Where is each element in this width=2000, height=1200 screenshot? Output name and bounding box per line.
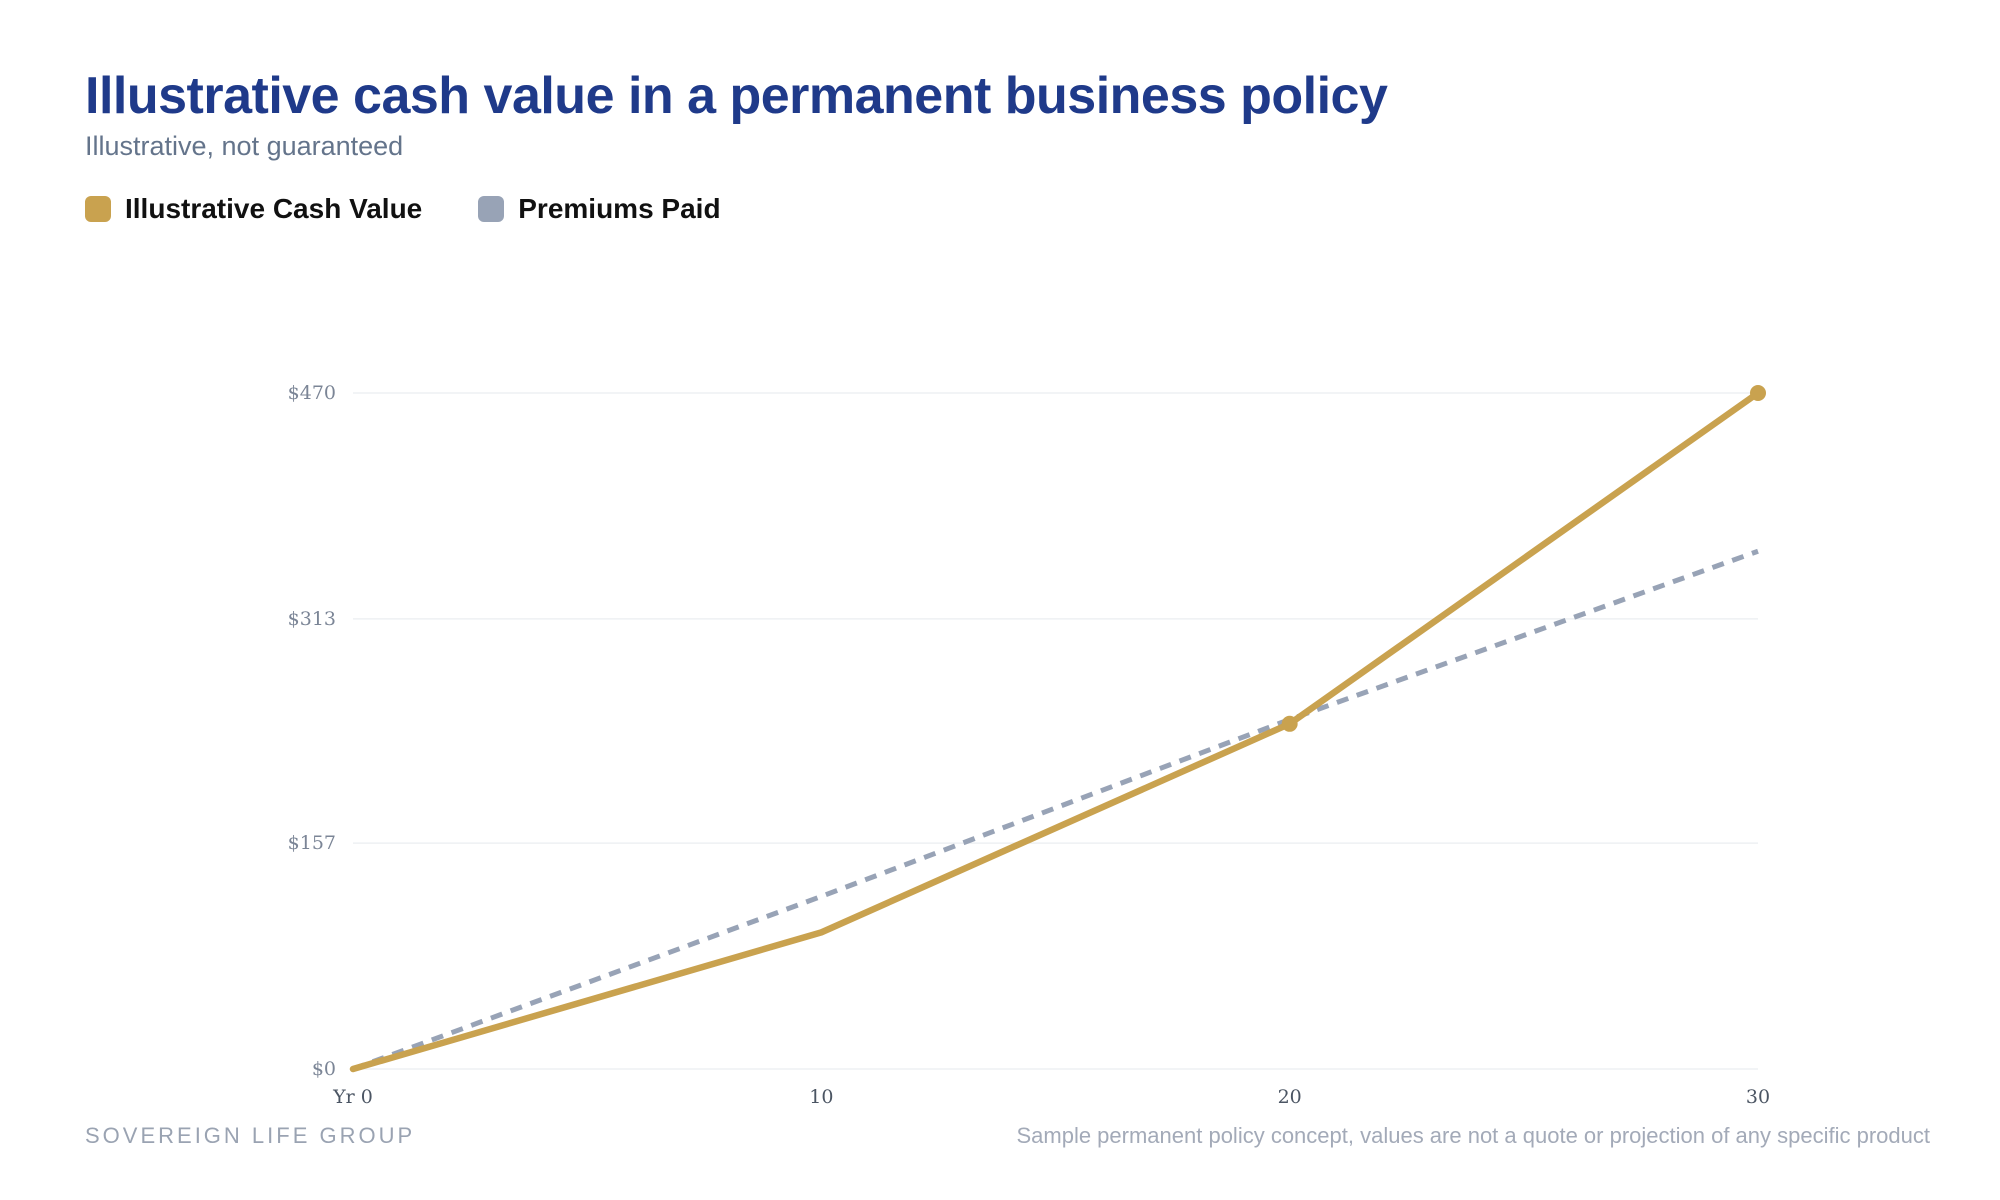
legend-swatch-cash-value (85, 196, 111, 222)
x-tick-label: 20 (1278, 1086, 1302, 1108)
y-tick-label: $0 (312, 1058, 336, 1080)
legend-item-cash-value: Illustrative Cash Value (85, 193, 422, 225)
legend-label-cash-value: Illustrative Cash Value (125, 193, 423, 224)
legend-swatch-premiums-paid (478, 196, 505, 222)
x-tick-label: 30 (1746, 1086, 1770, 1108)
footer-disclaimer: Sample permanent policy concept, values … (1016, 1123, 1930, 1148)
chart-subtitle: Illustrative, not guaranteed (85, 131, 404, 161)
footer-brand: SOVEREIGN LIFE GROUP (85, 1123, 416, 1148)
legend: Illustrative Cash Value Premiums Paid (85, 193, 721, 225)
chart-title: Illustrative cash value in a permanent b… (85, 67, 1388, 125)
legend-item-premiums-paid: Premiums Paid (478, 193, 721, 225)
x-tick-label: 10 (809, 1086, 833, 1108)
series-line-cash-value (349, 389, 1762, 1073)
y-tick-label: $313 (288, 608, 336, 630)
y-tick-label: $157 (288, 832, 336, 854)
y-tick-label: $470 (288, 382, 336, 404)
series-line-premiums-paid (352, 548, 1759, 1072)
cash-value-point-marker (1281, 715, 1298, 732)
cash-value-point-marker (1750, 385, 1766, 401)
x-tick-label: Yr 0 (332, 1086, 373, 1108)
legend-label-premiums-paid: Premiums Paid (518, 193, 721, 224)
